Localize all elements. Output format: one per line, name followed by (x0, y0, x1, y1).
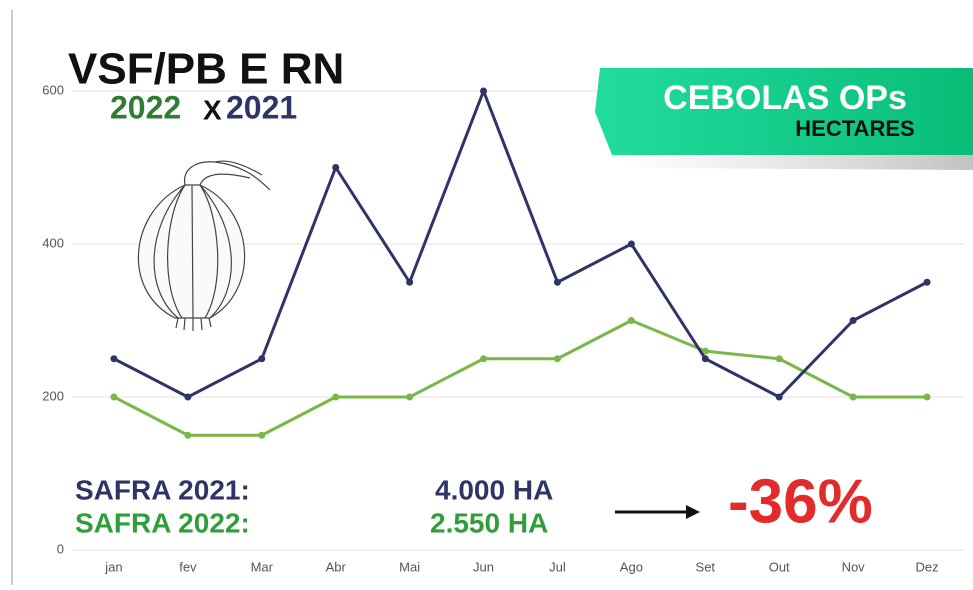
point (406, 393, 414, 401)
x-tick-label: Out (769, 559, 790, 574)
lines (110, 87, 931, 439)
x-tick-label: Nov (842, 559, 866, 574)
point (406, 278, 414, 286)
x-tick-label: Mar (251, 559, 274, 574)
subtitle-year: 2022 (110, 89, 181, 125)
subtitle-joiner: X (203, 94, 222, 125)
point (627, 240, 635, 248)
arrow-head (686, 505, 700, 519)
banner-subtitle: HECTARES (795, 116, 914, 141)
point (923, 393, 931, 401)
y-tick-label: 600 (42, 82, 64, 97)
summary-label: SAFRA 2021: (75, 474, 250, 505)
point (184, 393, 192, 401)
x-tick-label: Jul (549, 559, 566, 574)
point (849, 317, 857, 324)
summary-value: 4.000 HA (435, 474, 553, 505)
point (553, 355, 561, 363)
summary-label: SAFRA 2022: (75, 507, 250, 538)
x-tick-label: jan (104, 559, 122, 574)
point (110, 393, 118, 401)
y-tick-label: 0 (57, 541, 64, 556)
point (627, 317, 635, 324)
y-tick-label: 200 (42, 388, 64, 403)
x-tick-label: Dez (915, 559, 938, 574)
x-tick-label: Set (696, 559, 716, 574)
point (849, 393, 857, 401)
point (110, 355, 118, 363)
banner-title: CEBOLAS OPs (663, 79, 907, 117)
point (332, 393, 340, 401)
point (923, 278, 931, 286)
point (701, 355, 709, 363)
summary-value: 2.550 HA (430, 507, 548, 538)
series-line (113, 89, 928, 399)
series-line (113, 319, 928, 437)
point (701, 347, 709, 355)
point (258, 431, 266, 439)
point (258, 355, 266, 363)
point (184, 431, 192, 439)
point (553, 278, 561, 286)
x-tick-label: Ago (620, 559, 643, 574)
banner (595, 68, 973, 155)
point (480, 87, 488, 95)
point (480, 355, 488, 363)
point (775, 393, 783, 401)
y-tick-label: 400 (42, 235, 64, 250)
change-label: -36% (728, 467, 873, 536)
onion-illustration (137, 160, 271, 331)
x-tick-label: fev (179, 559, 197, 574)
point (775, 355, 783, 363)
x-tick-label: Mai (399, 559, 420, 574)
chart-title: VSF/PB E RN (68, 45, 344, 94)
point (332, 164, 340, 171)
x-tick-label: Jun (473, 559, 494, 574)
x-tick-label: Abr (326, 559, 347, 574)
subtitle-year: 2021 (226, 89, 297, 125)
